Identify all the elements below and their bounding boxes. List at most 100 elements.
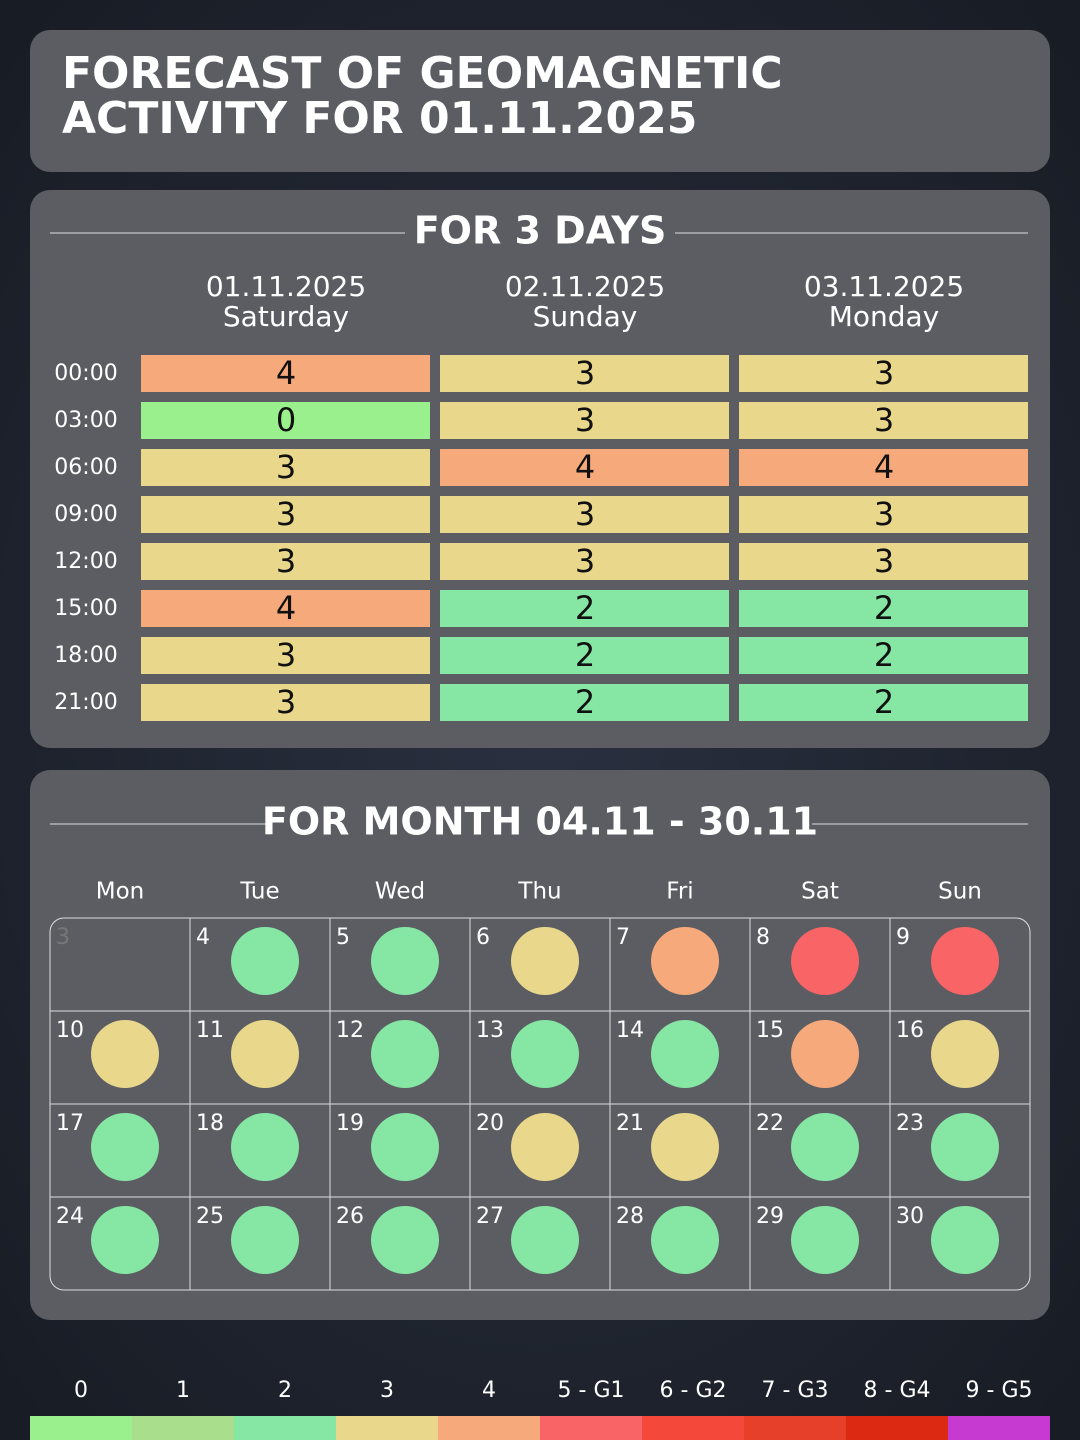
forecast-value: 2 — [575, 683, 595, 721]
day-number: 7 — [616, 925, 630, 950]
level-dot — [371, 927, 439, 995]
day-number: 30 — [896, 1204, 924, 1229]
level-dot — [231, 1206, 299, 1274]
forecast-cell — [440, 637, 729, 674]
forecast-value: 2 — [874, 636, 894, 674]
scale-label: 4 — [482, 1378, 496, 1403]
forecast-value: 4 — [276, 589, 296, 627]
column-weekday: Saturday — [223, 300, 349, 333]
forecast-value: 2 — [575, 589, 595, 627]
scale-swatch — [948, 1416, 1050, 1440]
forecast-cell — [739, 543, 1028, 580]
column-weekday: Sunday — [533, 300, 638, 333]
forecast-value: 3 — [874, 495, 894, 533]
day-number: 25 — [196, 1204, 224, 1229]
day-number: 16 — [896, 1018, 924, 1043]
level-dot — [231, 927, 299, 995]
weekday: Sat — [801, 879, 839, 905]
level-dot — [791, 1020, 859, 1088]
level-dot — [651, 1206, 719, 1274]
scale-label: 7 - G3 — [762, 1378, 829, 1403]
forecast-value: 3 — [874, 354, 894, 392]
weekday: Mon — [96, 879, 145, 905]
forecast-cell — [440, 355, 729, 392]
forecast-value: 3 — [276, 636, 296, 674]
forecast-cell — [739, 449, 1028, 486]
day-number: 20 — [476, 1111, 504, 1136]
forecast-value: 3 — [276, 448, 296, 486]
day-number: 29 — [756, 1204, 784, 1229]
level-dot — [791, 1206, 859, 1274]
day-number: 21 — [616, 1111, 644, 1136]
column-date: 03.11.2025 — [804, 270, 964, 303]
level-dot — [931, 1020, 999, 1088]
time-label: 09:00 — [54, 502, 117, 527]
section-title: FOR MONTH 04.11 - 30.11 — [262, 800, 818, 844]
forecast-cell — [440, 496, 729, 533]
level-dot — [371, 1206, 439, 1274]
day-number: 8 — [756, 925, 770, 950]
forecast-value: 3 — [276, 683, 296, 721]
scale-label: 3 — [380, 1378, 394, 1403]
title: FORECAST OF GEOMAGNETIC — [62, 48, 783, 99]
forecast-cell — [739, 637, 1028, 674]
weekday: Thu — [517, 879, 561, 905]
day-number: 14 — [616, 1018, 644, 1043]
day-number: 24 — [56, 1204, 84, 1229]
level-dot — [651, 1113, 719, 1181]
day-number: 26 — [336, 1204, 364, 1229]
scale-swatch — [744, 1416, 846, 1440]
day-number: 3 — [56, 925, 70, 950]
time-label: 12:00 — [54, 549, 117, 574]
scale-label: 9 - G5 — [966, 1378, 1033, 1403]
level-dot — [371, 1020, 439, 1088]
forecast-cell — [440, 402, 729, 439]
scale-label: 6 - G2 — [660, 1378, 727, 1403]
level-dot — [651, 1020, 719, 1088]
forecast-cell — [141, 590, 430, 627]
day-number: 22 — [756, 1111, 784, 1136]
forecast-cell — [739, 402, 1028, 439]
forecast-value: 3 — [575, 542, 595, 580]
scale-swatch — [132, 1416, 234, 1440]
level-dot — [231, 1113, 299, 1181]
section-title: FOR 3 DAYS — [414, 209, 667, 253]
level-dot — [511, 1113, 579, 1181]
forecast-value: 4 — [874, 448, 894, 486]
scale-swatch — [642, 1416, 744, 1440]
day-number: 27 — [476, 1204, 504, 1229]
forecast-cell — [739, 355, 1028, 392]
day-number: 23 — [896, 1111, 924, 1136]
day-number: 9 — [896, 925, 910, 950]
time-label: 21:00 — [54, 690, 117, 715]
scale-label: 2 — [278, 1378, 292, 1403]
forecast-value: 3 — [575, 354, 595, 392]
scale-swatch — [846, 1416, 948, 1440]
scale-label: 0 — [74, 1378, 88, 1403]
forecast-cell — [141, 543, 430, 580]
forecast-value: 2 — [874, 589, 894, 627]
day-number: 10 — [56, 1018, 84, 1043]
day-number: 13 — [476, 1018, 504, 1043]
level-dot — [931, 1113, 999, 1181]
level-dot — [791, 927, 859, 995]
level-dot — [791, 1113, 859, 1181]
level-dot — [931, 927, 999, 995]
day-number: 11 — [196, 1018, 224, 1043]
time-label: 03:00 — [54, 408, 117, 433]
forecast-value: 3 — [276, 542, 296, 580]
weekday: Fri — [666, 879, 693, 905]
day-number: 5 — [336, 925, 350, 950]
level-dot — [511, 1206, 579, 1274]
forecast-value: 0 — [276, 401, 296, 439]
column-weekday: Monday — [829, 300, 940, 333]
day-number: 17 — [56, 1111, 84, 1136]
forecast-value: 3 — [575, 495, 595, 533]
day-number: 6 — [476, 925, 490, 950]
level-dot — [931, 1206, 999, 1274]
day-number: 4 — [196, 925, 210, 950]
header-panel — [30, 30, 1050, 172]
scale-swatch — [540, 1416, 642, 1440]
forecast-value: 3 — [575, 401, 595, 439]
